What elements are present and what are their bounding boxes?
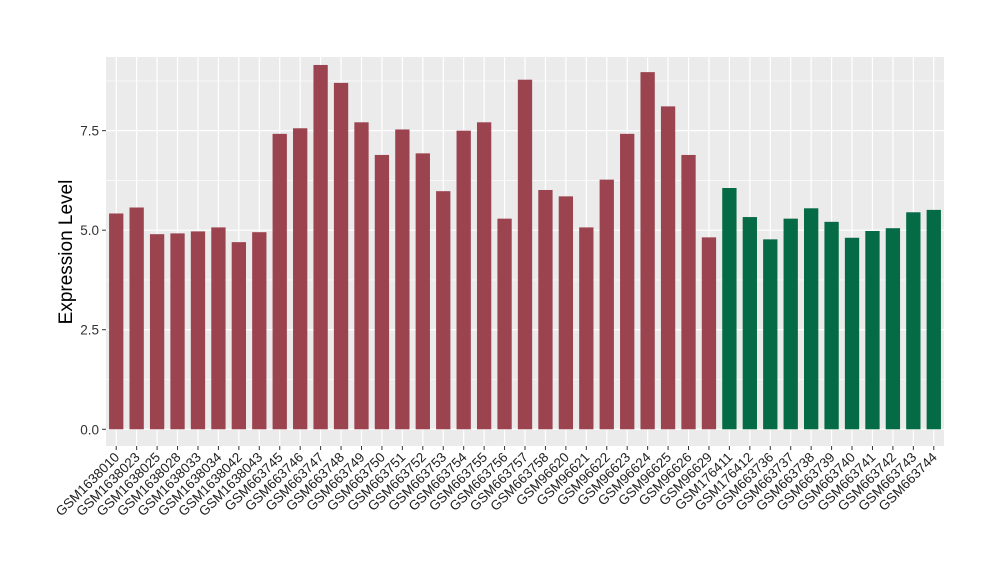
bar bbox=[272, 133, 287, 430]
bar bbox=[476, 122, 492, 430]
bar bbox=[844, 237, 860, 430]
bar bbox=[742, 217, 757, 430]
y-tick-label: 5.0 bbox=[80, 223, 99, 238]
bar bbox=[395, 129, 410, 430]
bar bbox=[579, 227, 594, 430]
bar bbox=[456, 130, 471, 430]
bar bbox=[517, 79, 533, 430]
bar bbox=[333, 82, 349, 430]
bar bbox=[354, 122, 369, 430]
bar bbox=[252, 232, 267, 430]
bar bbox=[497, 218, 512, 430]
bar bbox=[660, 106, 676, 430]
bar bbox=[190, 231, 206, 430]
bar bbox=[803, 208, 819, 430]
bar bbox=[763, 239, 778, 430]
bar bbox=[374, 154, 390, 430]
y-tick-label: 7.5 bbox=[80, 124, 99, 139]
bar bbox=[906, 212, 921, 430]
bar bbox=[865, 230, 880, 430]
bar bbox=[885, 228, 901, 430]
y-axis-label: Expression Level bbox=[56, 180, 77, 325]
bar bbox=[231, 242, 247, 430]
x-axis: GSM1638010GSM1638023GSM1638025GSM1638028… bbox=[53, 446, 940, 519]
bar bbox=[211, 227, 226, 430]
bar bbox=[722, 187, 737, 430]
bar bbox=[415, 153, 430, 430]
bar bbox=[681, 154, 696, 430]
bar bbox=[170, 233, 185, 430]
bar bbox=[640, 72, 655, 430]
bar bbox=[436, 191, 451, 430]
bar bbox=[926, 209, 941, 430]
bar bbox=[599, 179, 614, 430]
bar bbox=[824, 221, 839, 430]
y-tick-label: 2.5 bbox=[80, 323, 99, 338]
bar bbox=[109, 213, 124, 430]
bar bbox=[313, 64, 328, 430]
y-axis: 0.0 2.5 5.0 7.5 bbox=[80, 124, 106, 437]
bar bbox=[293, 128, 308, 430]
bar bbox=[149, 234, 165, 430]
y-tick-label: 0.0 bbox=[80, 422, 99, 437]
bar bbox=[558, 196, 574, 430]
bar bbox=[701, 237, 717, 430]
bar bbox=[620, 133, 635, 430]
bar bbox=[783, 218, 798, 430]
bar bbox=[129, 207, 144, 430]
bar bbox=[538, 189, 553, 430]
bars bbox=[109, 64, 941, 430]
